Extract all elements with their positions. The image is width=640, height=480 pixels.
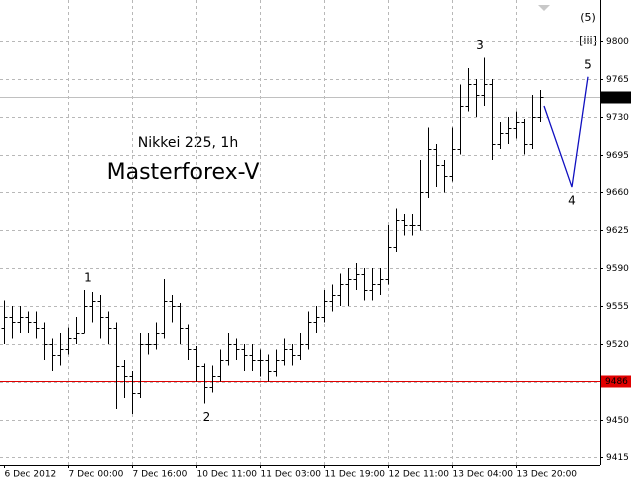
x-tick-label: 10 Dec 11:00 bbox=[197, 470, 258, 480]
wave-annotation: 1 bbox=[84, 270, 92, 284]
wave-label: (5) bbox=[580, 11, 596, 24]
chart-subtitle: Masterforex-V bbox=[107, 160, 260, 185]
x-tick-label: 13 Dec 04:00 bbox=[453, 470, 514, 480]
x-tick-label: 7 Dec 16:00 bbox=[133, 470, 188, 480]
y-tick-label: 9590 bbox=[606, 264, 629, 274]
x-tick-label: 12 Dec 11:00 bbox=[389, 470, 450, 480]
price-label-box bbox=[601, 375, 631, 388]
price-label: 9748 bbox=[605, 93, 628, 103]
y-tick-label: 9765 bbox=[606, 75, 629, 85]
scroll-marker bbox=[538, 5, 550, 11]
x-tick-label: 11 Dec 19:00 bbox=[325, 470, 386, 480]
price-label-box bbox=[601, 91, 631, 104]
x-tick-label: 6 Dec 2012 bbox=[5, 470, 57, 480]
y-tick-label: 9730 bbox=[606, 113, 629, 123]
price-label: 9486 bbox=[605, 377, 628, 387]
wave-annotation: 4 bbox=[568, 194, 576, 208]
y-tick-label: 9800 bbox=[606, 37, 629, 47]
y-tick-label: 9695 bbox=[606, 151, 629, 161]
y-tick-label: 9555 bbox=[606, 302, 629, 312]
y-tick-label: 9415 bbox=[606, 453, 629, 463]
x-tick-label: 13 Dec 20:00 bbox=[517, 470, 578, 480]
y-tick-label: 9625 bbox=[606, 226, 629, 236]
projection-line bbox=[543, 76, 589, 188]
x-tick-label: 11 Dec 03:00 bbox=[261, 470, 322, 480]
y-tick-label: 9520 bbox=[606, 340, 629, 350]
y-tick-label: 9660 bbox=[606, 188, 629, 198]
wave-annotation: 5 bbox=[584, 57, 592, 71]
wave-annotation: 3 bbox=[476, 38, 484, 52]
wave-annotation: 2 bbox=[203, 410, 211, 424]
y-tick-label: 9450 bbox=[606, 416, 629, 426]
x-tick-label: 7 Dec 00:00 bbox=[69, 470, 124, 480]
wave-label: [iii] bbox=[579, 34, 597, 47]
chart-title: Nikkei 225, 1h bbox=[138, 135, 238, 151]
